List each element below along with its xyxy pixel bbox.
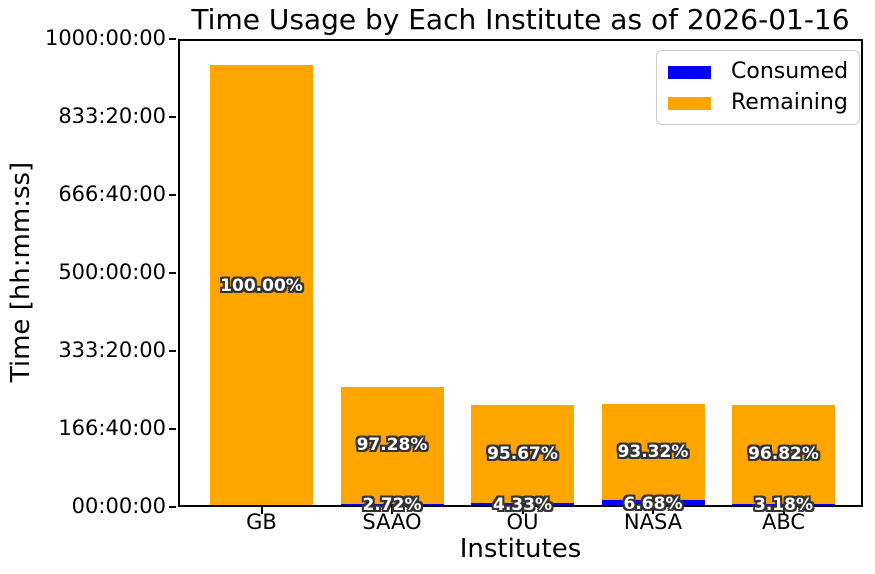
bar-segment-consumed [471, 502, 574, 507]
x-tick-mark [782, 507, 785, 514]
x-tick-label: ABC [761, 510, 806, 534]
y-tick-label: 166:40:00 [58, 416, 166, 440]
y-tick-mark [169, 38, 176, 40]
y-tick-mark [169, 194, 176, 196]
y-tick-label: 666:40:00 [58, 182, 166, 206]
bar-segment-remaining [210, 65, 313, 507]
plot-area: 100.00% 2.72% 97.28% 4.33% 95.67% 6.68% 93.32%… [169, 38, 863, 515]
bar-segment-remaining [471, 404, 574, 503]
bar-label-consumed: 2.72% [362, 495, 422, 516]
bar-label-remaining: 93.32% [617, 442, 689, 463]
y-tick-mark [169, 428, 176, 430]
legend-swatch-consumed-icon [668, 65, 711, 79]
bar-label-remaining: 96.82% [748, 444, 819, 465]
y-tick-mark [169, 116, 176, 118]
legend: Consumed Remaining [656, 50, 861, 125]
x-tick-mark [391, 507, 393, 514]
y-tick-label: 500:00:00 [58, 260, 166, 284]
x-tick-label: SAAO [362, 510, 422, 534]
legend-entry-remaining: Remaining [668, 90, 848, 116]
bar-label-consumed: 4.33% [493, 494, 552, 515]
legend-label-remaining: Remaining [731, 90, 848, 115]
x-tick-label: NASA [623, 510, 683, 534]
y-tick-label: 1000:00:00 [44, 26, 166, 50]
x-tick-mark [521, 507, 524, 514]
y-tick-label: 333:20:00 [58, 338, 166, 362]
y-tick-mark [169, 506, 176, 508]
y-tick-mark [169, 350, 176, 352]
x-tick-label: GB [246, 510, 277, 534]
x-tick-mark [652, 507, 654, 514]
bar-segment-remaining [340, 387, 444, 504]
legend-swatch-remaining-icon [668, 96, 711, 110]
x-tick-label: OU [506, 510, 539, 534]
legend-label-consumed: Consumed [731, 59, 849, 84]
bar-segment-remaining [732, 404, 835, 504]
legend-entry-consumed: Consumed [668, 59, 848, 85]
bar-segment-consumed [601, 500, 705, 507]
bar-label-consumed: 3.18% [754, 495, 813, 516]
y-tick-label: 00:00:00 [71, 494, 166, 518]
bar-label-remaining: 97.28% [356, 435, 428, 456]
y-tick-mark [169, 272, 176, 274]
bar-label-consumed: 6.68% [623, 493, 683, 514]
bar-label-remaining: 100.00% [220, 276, 303, 296]
y-tick-label: 833:20:00 [58, 104, 166, 128]
bar-label-remaining: 95.67% [487, 443, 558, 464]
x-tick-mark [260, 507, 263, 514]
chart-title: Time Usage by Each Institute as of 2026-… [191, 3, 850, 36]
bar-segment-remaining [601, 404, 705, 501]
x-axis-label: Institutes [459, 534, 582, 564]
